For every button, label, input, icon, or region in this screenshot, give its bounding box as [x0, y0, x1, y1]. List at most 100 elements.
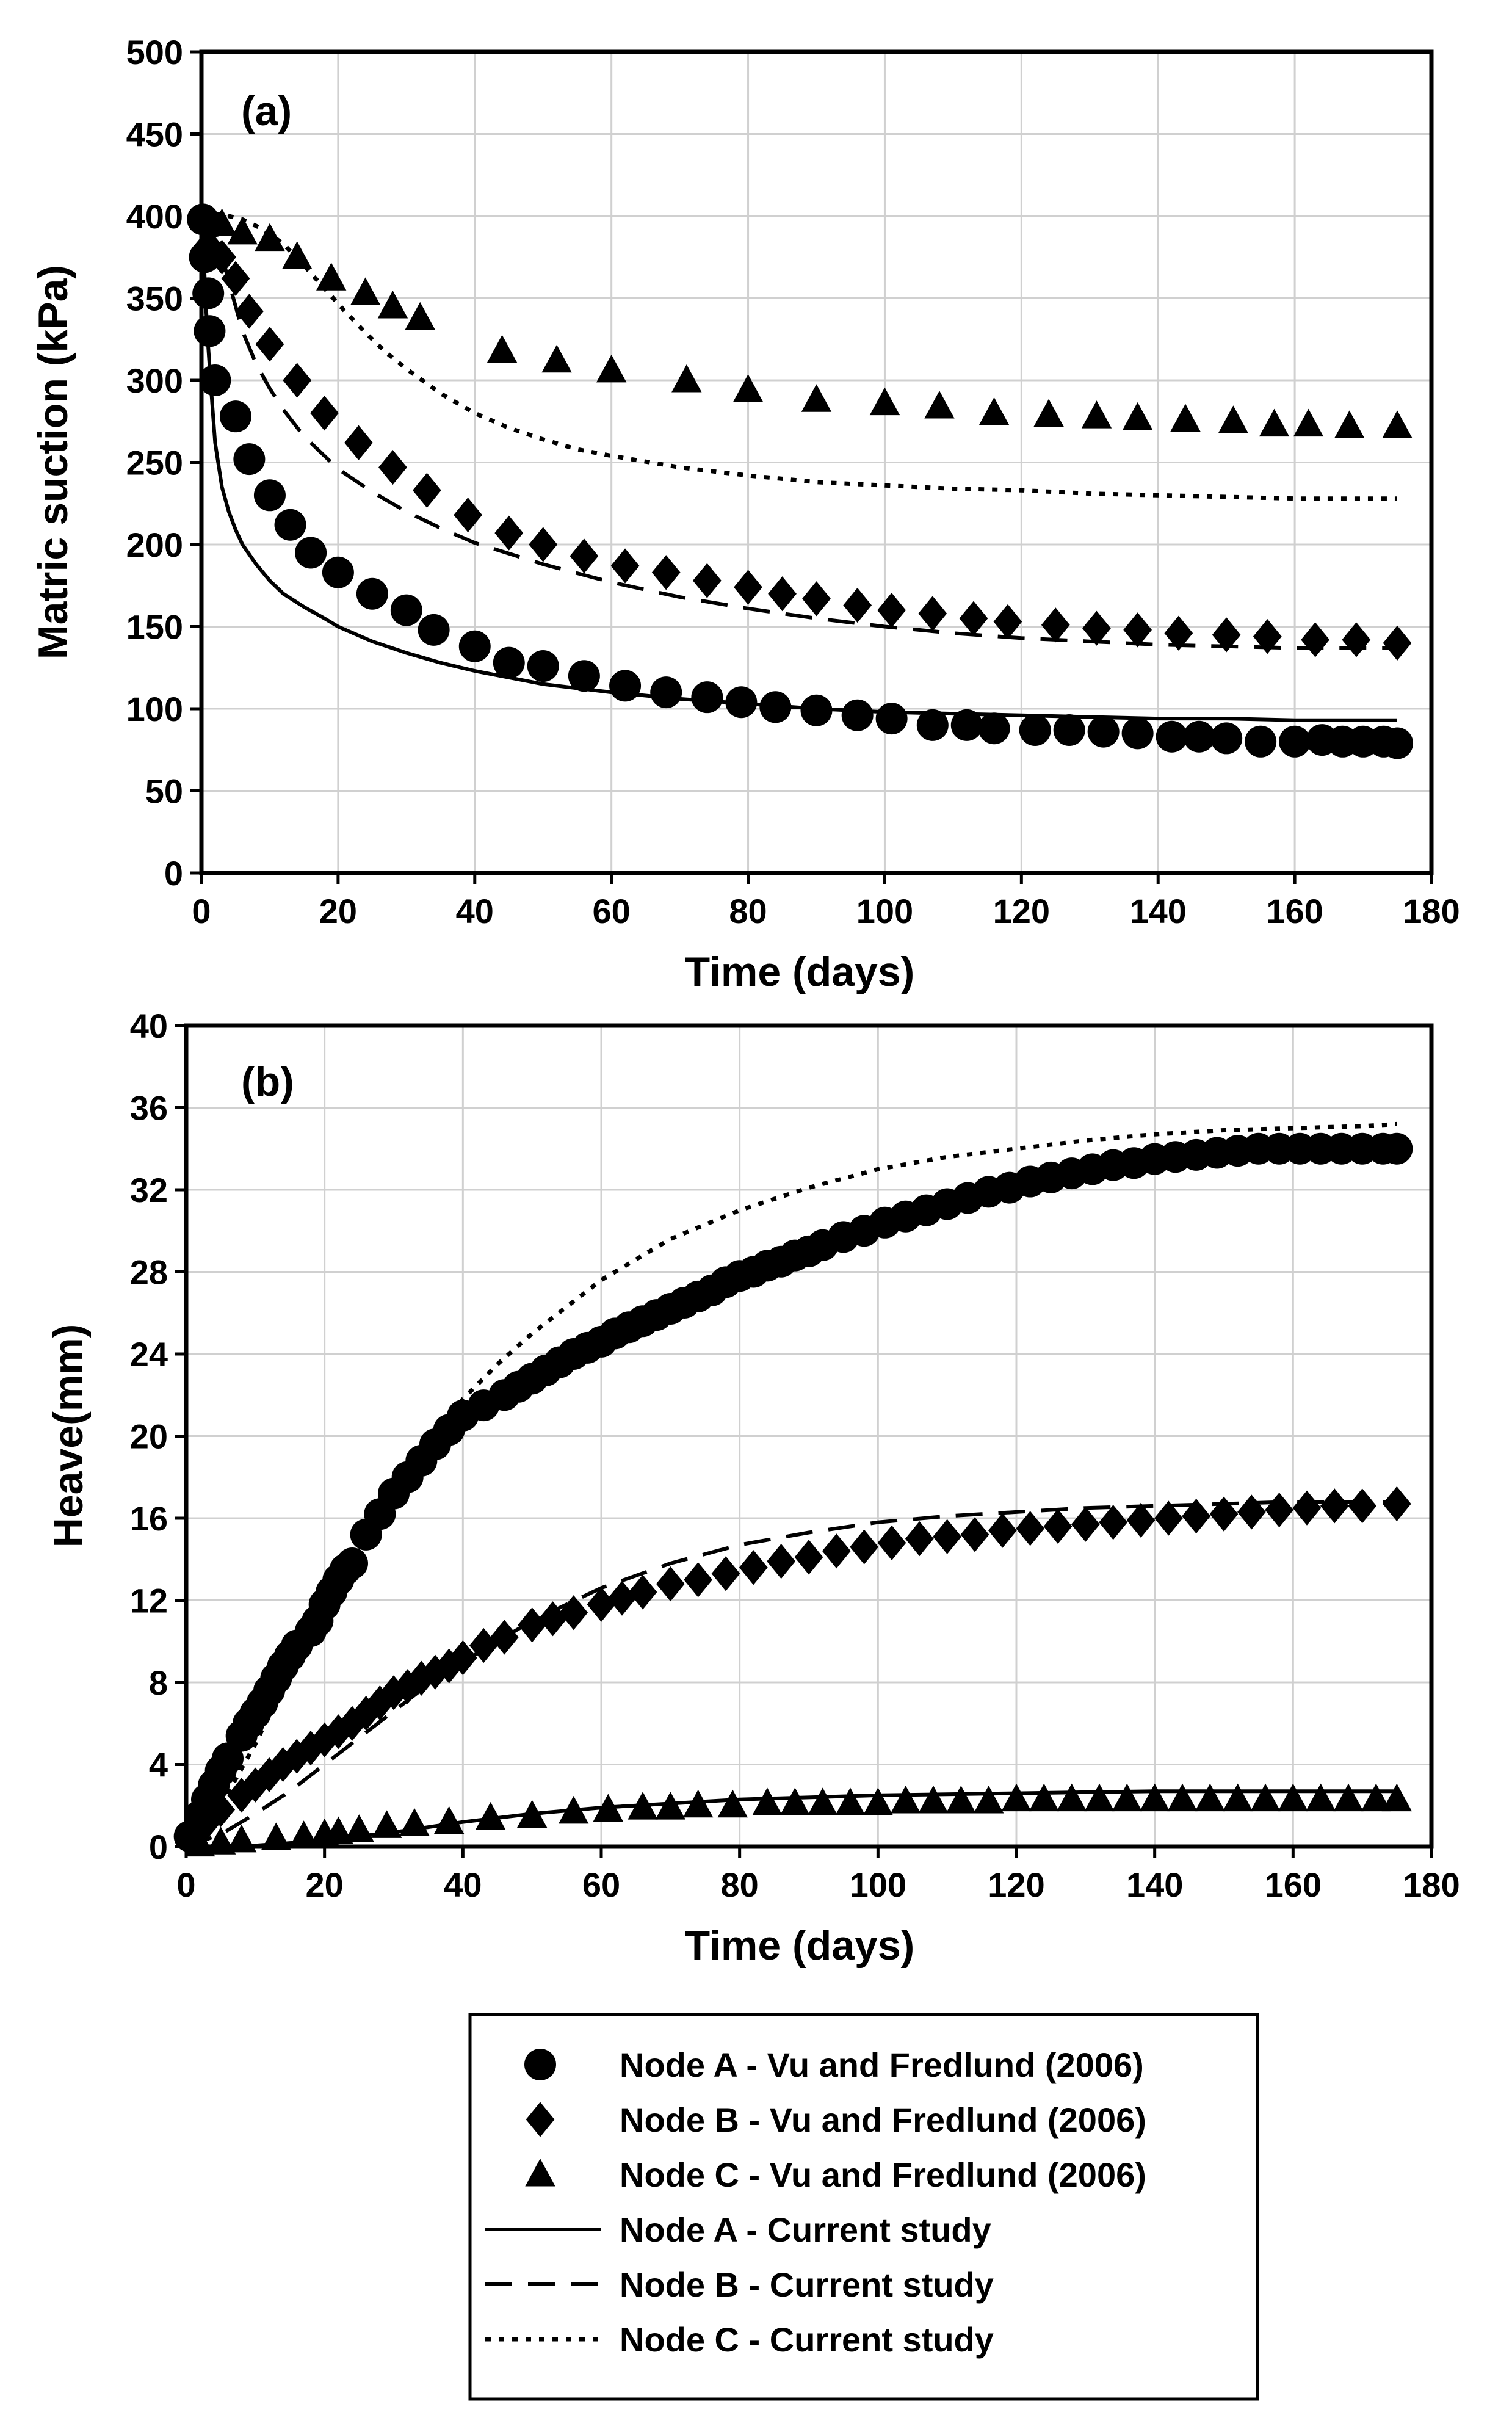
panel-b-triangle-point: [1333, 1783, 1364, 1812]
panel-b-y-tick-label: 28: [130, 1253, 168, 1292]
panel-a-triangle-point: [487, 335, 518, 363]
panel-b-y-tick-label: 16: [130, 1499, 168, 1538]
panel-a-x-tick-label: 140: [1130, 892, 1187, 930]
panel-a-triangle-point: [227, 216, 258, 245]
legend-box: [468, 2013, 1259, 2401]
panel-a-circle-point: [295, 537, 327, 569]
panel-b-triangle-point: [433, 1806, 465, 1834]
panel-b-triangle-point: [655, 1792, 686, 1820]
panel-b-diamond-point: [607, 1580, 637, 1616]
panel-a-diamond-point: [1164, 615, 1193, 651]
panel-a-circle-point: [233, 443, 266, 476]
panel-a-y-tick-label: 0: [164, 854, 183, 892]
panel-a-circle-point: [950, 709, 983, 741]
panel-b-diamond-point: [1154, 1500, 1183, 1536]
panel-b-heave-chart: 0 20 40 60 80 100 120 140 160 180 0 4 8 12 16 20 24 28 32 3…: [45, 1007, 1460, 1969]
panel-b-diamond-point: [1382, 1486, 1411, 1522]
panel-b-triangle-point: [516, 1800, 548, 1828]
panel-a-diamond-point: [221, 261, 250, 296]
panel-a-triangle-point: [1382, 410, 1413, 438]
panel-a-triangle-point: [732, 374, 764, 402]
panel-a-circle-point: [192, 277, 225, 309]
panel-b-diamond-point: [1320, 1488, 1349, 1524]
panel-a-circle-point: [527, 650, 559, 682]
panel-b-diamond-point: [933, 1519, 962, 1554]
panel-b-triangle-point: [344, 1814, 375, 1842]
panel-b-triangle-point: [475, 1801, 506, 1830]
panel-b-circle-point: [1381, 1132, 1413, 1165]
panel-a-series-node-a-current-study: [200, 215, 1397, 722]
panel-b-triangle-point: [1029, 1783, 1060, 1812]
panel-a-circle-point: [841, 699, 874, 731]
panel-a-circle-point: [978, 712, 1010, 745]
panel-a-circle-point: [916, 709, 949, 741]
panel-a-x-tick-label: 100: [856, 892, 913, 930]
panel-b-data: [173, 1121, 1413, 1857]
panel-a-triangle-point: [1033, 399, 1064, 427]
panel-a-triangle-point: [869, 387, 900, 416]
panel-a-circle-point: [759, 691, 792, 723]
panel-a-y-tick-label: 500: [126, 33, 183, 71]
panel-a-diamond-point: [310, 396, 339, 431]
panel-a-series-node-c-vu-and-fredlund-2006: [206, 208, 1413, 438]
panel-b-x-tick-label: 60: [582, 1866, 620, 1904]
panel-a-diamond-point: [234, 294, 264, 329]
panel-b-y-tick-label: 36: [130, 1089, 168, 1128]
panel-a-y-tick-label: 150: [126, 608, 183, 646]
panel-a-circle-point: [1053, 714, 1085, 746]
panel-b-diamond-point: [684, 1562, 713, 1598]
panel-a-y-tick-label: 100: [126, 690, 183, 728]
panel-b-triangle-point: [323, 1816, 354, 1844]
panel-a-triangle-point: [1170, 404, 1201, 432]
panel-b-diamond-point: [1126, 1502, 1156, 1538]
panel-a-data: [187, 203, 1414, 759]
panel-b-series-node-a-vu-and-fredlund-2006: [173, 1132, 1413, 1853]
panel-a-circle-point: [725, 686, 758, 719]
panel-a-diamond-point: [208, 239, 236, 275]
panel-a-triangle-point: [924, 391, 955, 419]
panel-b-triangle-point: [807, 1787, 838, 1815]
panel-b-triangle-point: [1305, 1783, 1336, 1812]
panel-b-series-node-b-vu-and-fredlund-2006: [178, 1486, 1411, 1854]
legend-label-node-a-vu: Node A - Vu and Fredlund (2006): [620, 2046, 1144, 2084]
panel-a-circle-point: [356, 577, 388, 610]
panel-a-triangle-point: [596, 354, 627, 383]
panel-a-circle-point: [1381, 727, 1414, 759]
panel-a-circle-point: [274, 509, 306, 541]
panel-a-triangle-point: [978, 397, 1010, 425]
panel-b-triangle-point: [946, 1786, 977, 1814]
panel-b-diamond-point: [1099, 1505, 1128, 1540]
panel-a-x-tick-label: 20: [319, 892, 357, 930]
panel-b-diamond-point: [206, 1792, 236, 1828]
panel-b-y-axis-title: Heave(mm): [45, 1324, 92, 1548]
panel-a-diamond-point: [918, 596, 947, 631]
panel-b-y-tick-label: 40: [130, 1007, 168, 1045]
panel-b-triangle-point: [184, 1828, 215, 1857]
panel-a-triangle-point: [1081, 400, 1112, 429]
panel-a-y-tick-label: 450: [126, 115, 183, 154]
legend-label-node-b-current: Node B - Current study: [620, 2265, 994, 2304]
panel-b-triangle-point: [371, 1810, 402, 1838]
panel-b-triangle-point: [1084, 1783, 1115, 1812]
panel-a-circle-point: [1156, 720, 1188, 753]
panel-a-diamond-point: [768, 576, 797, 612]
legend-label-node-c-vu: Node C - Vu and Fredlund (2006): [620, 2156, 1146, 2194]
legend-label-node-b-vu: Node B - Vu and Fredlund (2006): [620, 2101, 1146, 2139]
panel-a-triangle-point: [405, 302, 435, 330]
legend-label-node-a-current: Node A - Current study: [620, 2210, 991, 2249]
panel-b-triangle-point: [558, 1795, 589, 1824]
panel-b-diamond-point: [448, 1640, 477, 1676]
panel-a-y-tick-label: 50: [145, 772, 183, 811]
panel-a-diamond-point: [413, 472, 441, 508]
panel-a-diamond-point: [1301, 622, 1330, 657]
panel-b-series-node-c-current-study: [184, 1121, 1397, 1848]
panel-a-diamond-point: [378, 449, 407, 485]
panel-b-diamond-point: [587, 1587, 616, 1622]
panel-b-x-tick-label: 180: [1403, 1866, 1460, 1904]
panel-b-diamond-point: [538, 1601, 568, 1637]
panel-b-diamond-point: [794, 1540, 823, 1575]
panel-b-triangle-point: [1222, 1783, 1253, 1812]
panel-a-circle-point: [219, 400, 251, 433]
panel-a-triangle-point: [350, 277, 381, 305]
panel-a-matric-suction-chart: 0 20 40 60 80 100 120 140 160 180 0 50 100 150 200 250 3…: [30, 33, 1460, 995]
